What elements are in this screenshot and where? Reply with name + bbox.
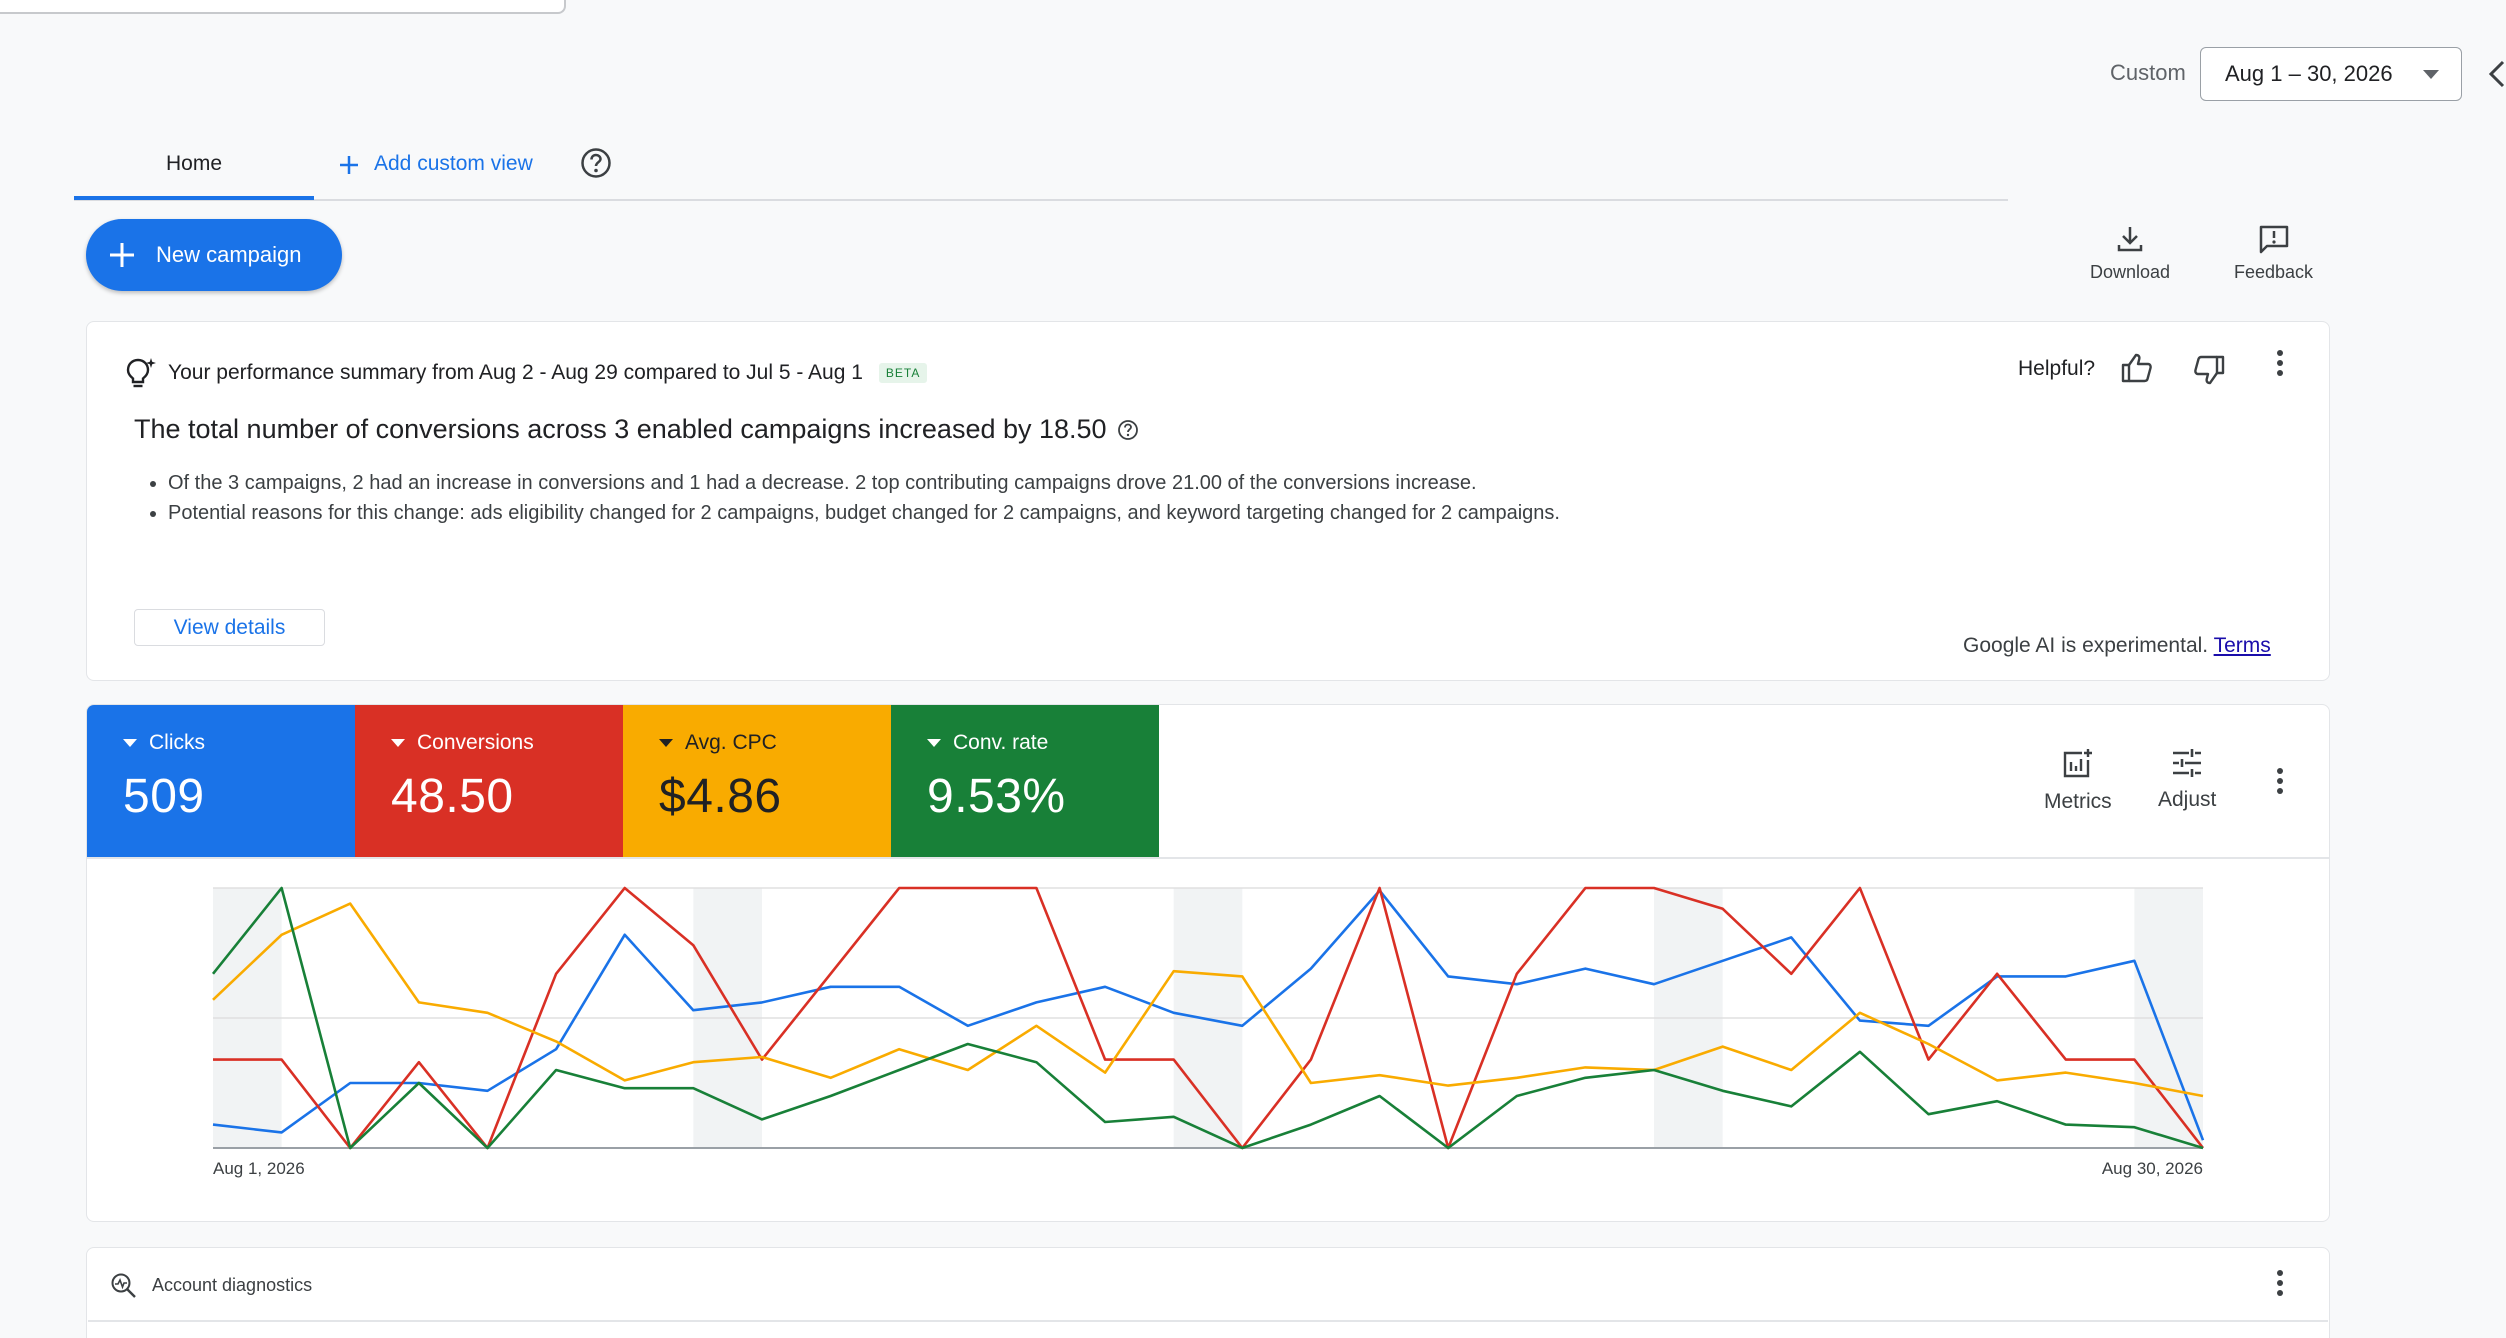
metric-tile-clicks[interactable]: Clicks 509: [87, 705, 355, 857]
helpful-label: Helpful?: [2018, 357, 2096, 380]
metric-label-text: Avg. CPC: [685, 731, 777, 754]
terms-link[interactable]: Terms: [2213, 634, 2271, 657]
metrics-button[interactable]: Metrics: [2044, 748, 2112, 814]
metric-label: Conversions: [391, 731, 623, 755]
caret-down-icon: [659, 739, 673, 747]
chevron-left-icon[interactable]: [2488, 60, 2506, 93]
account-diagnostics-header[interactable]: Account diagnostics: [110, 1272, 312, 1298]
download-icon: [2117, 227, 2143, 252]
metric-label-text: Clicks: [149, 731, 205, 754]
metric-label-text: Conv. rate: [953, 731, 1049, 754]
more-vert-icon[interactable]: [2270, 348, 2290, 383]
metric-tile-conv-rate[interactable]: Conv. rate 9.53%: [891, 705, 1159, 857]
caret-down-icon: [927, 739, 941, 747]
dropdown-caret-icon: [2423, 70, 2439, 79]
lightbulb-sparkle-icon: [126, 358, 156, 388]
plus-icon: [340, 156, 358, 174]
summary-heading-text: Your performance summary from Aug 2 - Au…: [168, 361, 863, 384]
add-chart-icon: [2063, 749, 2092, 778]
beta-badge: BETA: [878, 363, 928, 383]
metric-value: 9.53%: [927, 770, 1066, 823]
summary-title: The total number of conversions across 3…: [134, 414, 1139, 445]
series-line-0: [212, 889, 2205, 1141]
date-range-value: Aug 1 – 30, 2026: [2225, 61, 2393, 86]
date-range-label: Custom: [2110, 60, 2186, 85]
feedback-button[interactable]: Feedback: [2234, 224, 2313, 283]
add-custom-view-label: Add custom view: [374, 152, 533, 175]
metric-value: 48.50: [391, 770, 514, 823]
adjust-button[interactable]: Adjust: [2158, 748, 2216, 812]
tab-home[interactable]: Home: [74, 146, 314, 200]
metric-tile-conversions[interactable]: Conversions 48.50: [355, 705, 623, 857]
ai-note-text: Google AI is experimental.: [1963, 634, 2209, 657]
feedback-label: Feedback: [2234, 262, 2314, 282]
date-range-select[interactable]: Aug 1 – 30, 2026: [2200, 47, 2462, 101]
account-diagnostics-title: Account diagnostics: [152, 1274, 313, 1295]
summary-bullet: Potential reasons for this change: ads e…: [168, 498, 1560, 528]
x-tick-label: Aug 1, 2026: [213, 1159, 305, 1178]
thumb-up-icon[interactable]: [2120, 352, 2154, 389]
plus-icon: [110, 243, 134, 267]
metrics-divider: [87, 857, 2329, 859]
tab-home-label: Home: [165, 152, 223, 175]
series-line-3: [211, 886, 2204, 1150]
feedback-icon: [2259, 225, 2288, 254]
metric-value: $4.86: [659, 770, 782, 823]
metric-label: Conv. rate: [927, 731, 1159, 755]
adjust-label: Adjust: [2158, 788, 2217, 811]
top-search-box-edge[interactable]: [0, 0, 566, 14]
view-details-button[interactable]: View details: [134, 609, 325, 646]
diagnostics-divider: [88, 1320, 2328, 1322]
download-label: Download: [2090, 262, 2171, 282]
summary-heading: Your performance summary from Aug 2 - Au…: [124, 356, 928, 390]
series-line-1: [213, 886, 2205, 1150]
caret-down-icon: [391, 739, 405, 747]
ai-experimental-note: Google AI is experimental. Terms: [1963, 634, 2271, 658]
metric-label-text: Conversions: [417, 731, 534, 754]
metric-label: Clicks: [123, 731, 355, 755]
new-campaign-button[interactable]: New campaign: [86, 219, 342, 291]
download-button[interactable]: Download: [2090, 224, 2170, 283]
add-custom-view-button[interactable]: Add custom view: [338, 146, 533, 186]
performance-summary-card: [86, 321, 2330, 681]
series-line-2: [212, 902, 2204, 1098]
more-vert-icon[interactable]: [2270, 1268, 2290, 1303]
summary-bullets: Of the 3 campaigns, 2 had an increase in…: [168, 468, 1560, 528]
metrics-label: Metrics: [2044, 790, 2112, 813]
summary-bullet: Of the 3 campaigns, 2 had an increase in…: [168, 468, 1560, 498]
caret-down-icon: [123, 739, 137, 747]
x-tick-label: Aug 30, 2026: [2102, 1159, 2203, 1178]
metric-value: 509: [123, 770, 205, 823]
help-circle-icon[interactable]: [580, 147, 612, 184]
account-diagnostics-card: [86, 1247, 2330, 1338]
metric-tile-avg-cpc[interactable]: Avg. CPC $4.86: [623, 705, 891, 857]
diagnostics-search-icon: [111, 1273, 136, 1298]
new-campaign-label: New campaign: [156, 242, 302, 267]
metric-label: Avg. CPC: [659, 731, 891, 755]
thumb-down-icon[interactable]: [2192, 354, 2226, 391]
tabs-divider: [74, 199, 2008, 201]
help-circle-icon[interactable]: [1117, 419, 1139, 441]
performance-line-chart: Aug 1, 2026 Aug 30, 2026: [211, 886, 2205, 1178]
tune-icon: [2173, 749, 2202, 777]
summary-title-text: The total number of conversions across 3…: [134, 414, 1107, 444]
more-vert-icon[interactable]: [2270, 766, 2290, 801]
